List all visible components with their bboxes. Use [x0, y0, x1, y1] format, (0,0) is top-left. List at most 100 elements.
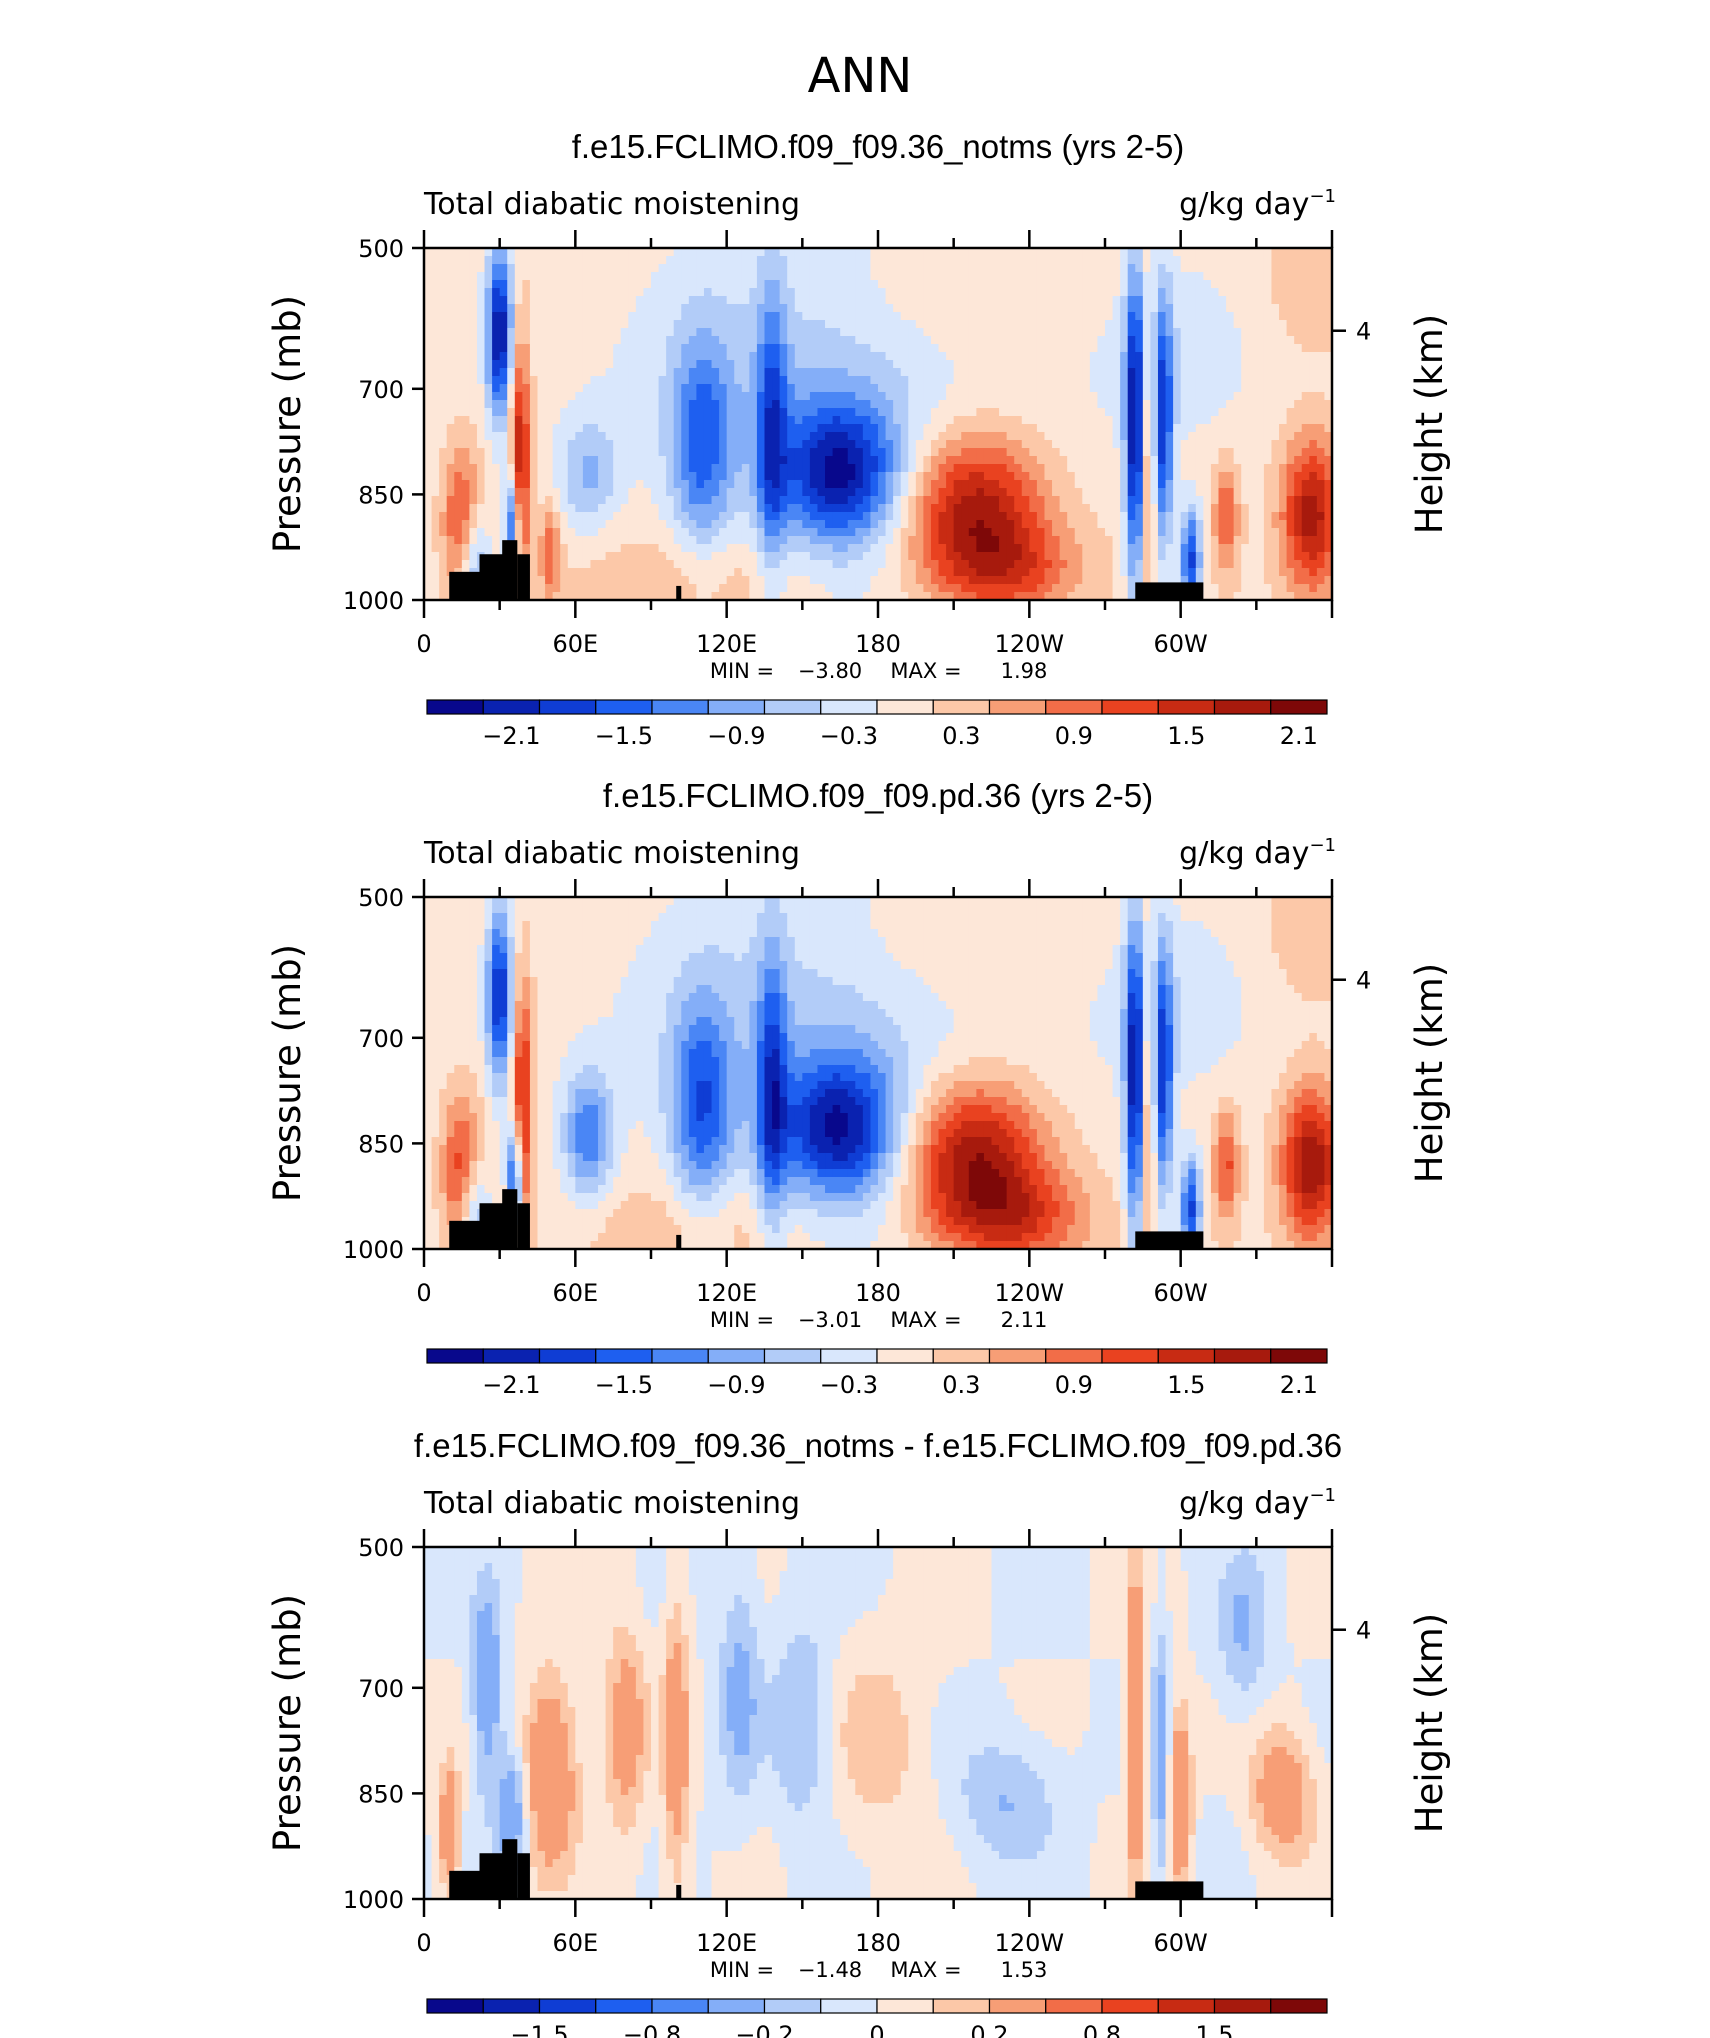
contour-cell: [499, 520, 508, 529]
contour-cell: [605, 392, 614, 401]
contour-cell: [855, 352, 864, 361]
contour-cell: [1279, 512, 1288, 521]
contour-cell: [1021, 320, 1030, 329]
contour-cell: [847, 408, 856, 417]
contour-cell: [1029, 272, 1038, 281]
contour-cell: [446, 456, 455, 465]
contour-cell: [613, 536, 622, 545]
contour-cell: [560, 280, 569, 289]
contour-cell: [666, 264, 675, 273]
contour-cell: [666, 576, 675, 585]
contour-cell: [915, 280, 924, 289]
contour-cell: [590, 576, 599, 585]
contour-cell: [779, 464, 788, 473]
contour-cell: [1195, 336, 1204, 345]
contour-cell: [499, 392, 508, 401]
contour-cell: [666, 288, 675, 297]
contour-cell: [696, 264, 705, 273]
contour-cell: [1074, 280, 1083, 289]
contour-cell: [1006, 408, 1015, 417]
contour-cell: [885, 528, 894, 537]
contour-cell: [1195, 504, 1204, 513]
contour-cell: [862, 256, 872, 265]
contour-cell: [1316, 392, 1326, 401]
contour-cell: [696, 504, 705, 513]
contour-cell: [1074, 512, 1083, 521]
contour-cell: [454, 416, 463, 425]
contour-cell: [999, 448, 1008, 457]
contour-cell: [1029, 320, 1038, 329]
contour-cell: [499, 328, 508, 337]
contour-cell: [1271, 360, 1280, 369]
contour-cell: [1052, 464, 1061, 473]
contour-cell: [424, 472, 433, 481]
contour-cell: [1263, 488, 1273, 497]
contour-cell: [590, 288, 599, 297]
contour-cell: [492, 352, 501, 361]
contour-cell: [794, 504, 803, 513]
contour-cell: [1218, 504, 1227, 513]
contour-cell: [1324, 488, 1333, 497]
contour-cell: [802, 480, 811, 489]
contour-cell: [598, 576, 607, 585]
contour-cell: [862, 352, 872, 361]
contour-cell: [915, 488, 924, 497]
contour-cell: [537, 552, 546, 561]
contour-cell: [1029, 520, 1038, 529]
contour-cell: [1286, 552, 1295, 561]
contour-cell: [817, 576, 826, 585]
contour-cell: [825, 280, 834, 289]
contour-cell: [552, 432, 561, 441]
contour-cell: [1241, 368, 1250, 377]
contour-cell: [567, 424, 576, 433]
contour-cell: [469, 248, 478, 257]
contour-cell: [1180, 488, 1189, 497]
contour-cell: [711, 504, 720, 513]
contour-cell: [1067, 536, 1076, 545]
contour-cell: [1173, 280, 1182, 289]
contour-cell: [454, 512, 463, 521]
contour-cell: [946, 576, 955, 585]
contour-cell: [1157, 480, 1167, 489]
contour-cell: [1105, 400, 1114, 409]
contour-cell: [938, 328, 947, 337]
contour-cell: [1324, 560, 1333, 569]
contour-cell: [1271, 400, 1280, 409]
contour-cell: [1105, 432, 1114, 441]
contour-cell: [1316, 464, 1326, 473]
contour-cell: [582, 344, 592, 353]
contour-cell: [976, 408, 985, 417]
contour-cell: [847, 344, 856, 353]
contour-cell: [991, 376, 1000, 385]
contour-cell: [1324, 424, 1333, 433]
contour-cell: [1241, 544, 1250, 553]
contour-cell: [1082, 392, 1091, 401]
contour-cell: [658, 408, 667, 417]
contour-cell: [688, 520, 697, 529]
contour-cell: [529, 416, 539, 425]
contour-cell: [893, 552, 902, 561]
contour-cell: [794, 440, 803, 449]
contour-cell: [507, 424, 516, 433]
contour-cell: [726, 384, 735, 393]
contour-cell: [552, 576, 561, 585]
contour-cell: [476, 536, 486, 545]
contour-cell: [446, 248, 455, 257]
contour-cell: [1089, 544, 1099, 553]
contour-cell: [575, 544, 584, 553]
contour-cell: [545, 496, 554, 505]
contour-cell: [1006, 336, 1015, 345]
contour-cell: [454, 528, 463, 537]
contour-cell: [794, 448, 803, 457]
contour-cell: [1157, 336, 1167, 345]
contour-cell: [492, 504, 501, 513]
contour-cell: [719, 568, 728, 577]
contour-cell: [930, 344, 940, 353]
contour-cell: [938, 472, 947, 481]
contour-cell: [529, 352, 539, 361]
contour-cell: [953, 296, 962, 305]
contour-cell: [469, 336, 478, 345]
contour-cell: [1301, 296, 1310, 305]
contour-cell: [1021, 416, 1030, 425]
contour-cell: [855, 264, 864, 273]
